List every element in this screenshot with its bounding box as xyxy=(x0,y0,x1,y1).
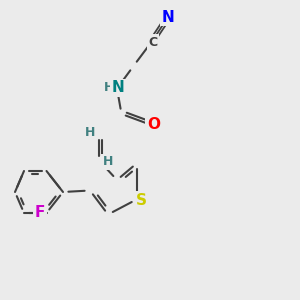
Text: N: N xyxy=(112,80,125,95)
Text: O: O xyxy=(147,117,160,132)
Text: H: H xyxy=(103,81,114,94)
Text: C: C xyxy=(148,35,158,49)
Text: H: H xyxy=(103,155,113,169)
Text: S: S xyxy=(136,193,146,208)
Text: F: F xyxy=(35,205,45,220)
Text: N: N xyxy=(162,10,174,25)
Text: H: H xyxy=(85,126,95,139)
